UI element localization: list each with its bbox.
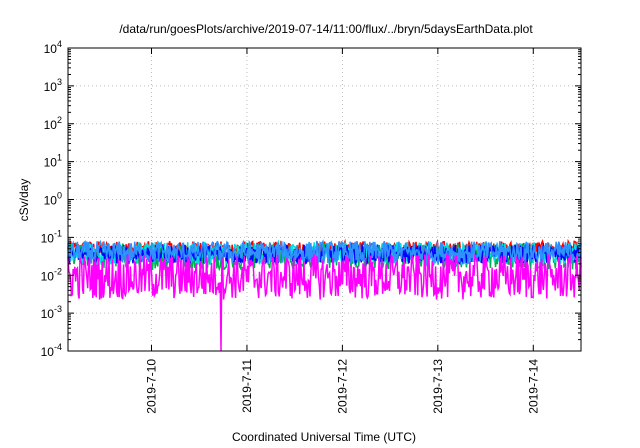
chart-title: /data/run/goesPlots/archive/2019-07-14/1… bbox=[119, 22, 533, 36]
y-tick-label: 10-3 bbox=[41, 304, 62, 321]
y-tick-label: 102 bbox=[44, 115, 62, 132]
y-tick-label: 10-4 bbox=[41, 342, 62, 359]
y-axis-label: cSv/day bbox=[17, 179, 31, 222]
x-axis-label: Coordinated Universal Time (UTC) bbox=[232, 430, 416, 444]
x-tick-label: 2019-7-13 bbox=[431, 359, 445, 414]
axes: 10-4 10-3 10-2 10-1 100 101 102 103 104 2019-7-10… bbox=[41, 39, 581, 414]
y-tick-label: 103 bbox=[44, 77, 62, 94]
y-tick-label: 104 bbox=[44, 39, 62, 56]
series-line bbox=[67, 239, 582, 267]
y-tick-label: 10-2 bbox=[41, 266, 62, 283]
series-line bbox=[67, 254, 582, 352]
x-tick-label: 2019-7-11 bbox=[240, 359, 254, 413]
grid bbox=[68, 48, 581, 351]
x-tick-label: 2019-7-10 bbox=[145, 359, 159, 414]
y-tick-label: 10-1 bbox=[41, 228, 62, 245]
x-tick-label: 2019-7-14 bbox=[526, 359, 540, 414]
y-tick-label: 101 bbox=[44, 153, 62, 170]
x-tick-label: 2019-7-12 bbox=[335, 359, 349, 414]
data-series bbox=[67, 238, 582, 352]
y-tick-label: 100 bbox=[44, 191, 62, 208]
